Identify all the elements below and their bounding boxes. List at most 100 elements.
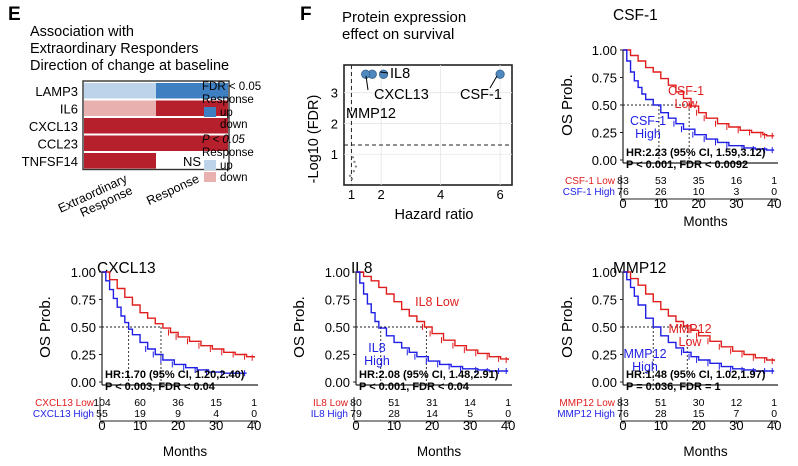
km-title: CSF-1 [613,7,658,24]
km-x-tick-label: 10 [654,418,668,433]
km-x-tick-label: 30 [729,196,743,211]
km-y-tick-label: 0.50 [325,320,350,335]
km-curve-high [356,271,509,372]
km-group-label: High [635,127,661,141]
km-group-label: High [364,354,390,368]
km-risk-count: 5 [467,408,473,420]
km-risk-row-label: CXCL13 High [33,409,94,420]
legend-up-label: up [220,107,233,119]
km-x-label: Months [163,444,208,459]
km-stat-hr: HR:1.70 (95% CI, 1.20,2.40) [105,369,245,381]
volcano-point [350,177,354,181]
km-title: CXCL13 [97,260,156,277]
heatmap-cell [156,83,228,99]
km-y-label: OS Prob. [559,74,576,136]
km-risk-count: 0 [771,186,777,198]
legend-swatch-down-fdr [204,119,216,129]
km-x-tick-label: 40 [501,418,515,433]
volcano-frame [343,64,513,186]
km-group-label: High [632,360,658,374]
km-y-tick-label: 0.00 [71,375,96,390]
km-title: MMP12 [613,260,666,277]
volcano-y-tick-label: 2 [331,116,338,131]
volcano-title-line: Protein expression [342,9,466,26]
km-y-tick-label: 0.00 [592,375,617,390]
km-y-tick-label: 0.25 [592,126,617,141]
heatmap-title-line: Extraordinary Responders [30,41,198,57]
km-x-label: Months [683,214,728,229]
volcano-point [353,160,356,164]
km-risk-count: 51 [655,397,667,409]
km-risk-count: 15 [210,397,222,409]
km-y-tick-label: 0.50 [592,320,617,335]
km-curve-high [623,271,775,372]
heatmap-column-label: Response [144,172,201,208]
km-risk-count: 14 [464,397,476,409]
heatmap-row-label: IL6 [60,101,78,116]
volcano-x-tick-label: 6 [496,187,503,202]
heatmap-row-label: TNFSF14 [22,154,78,169]
km-y-tick-label: 0.00 [325,375,350,390]
km-stat-hr: HR:2.23 (95% CI, 1.59,3.12) [626,147,766,159]
heatmap-cell [84,118,156,134]
km-risk-count: 1 [771,397,777,409]
km-risk-count: 55 [96,408,108,420]
km-risk-count: 76 [617,408,629,420]
heatmap-title-line: Direction of change at baseline [30,58,229,74]
km-x-tick-label: 20 [171,418,185,433]
km-risk-count: 80 [350,397,362,409]
km-risk-count: 31 [426,397,438,409]
legend-fdr-title: FDR < 0.05 [202,81,261,93]
volcano-y-tick-label: 3 [331,86,338,101]
km-x-tick-label: 10 [133,418,147,433]
km-risk-count: 83 [617,175,629,187]
km-risk-row-label: CSF-1 High [563,187,615,198]
km-y-tick-label: 0.75 [71,293,96,308]
legend-p-title: P < 0.05 [202,134,245,146]
km-group-label: IL8 Low [415,295,460,309]
km-x-tick-label: 30 [463,418,477,433]
km-risk-count: 36 [172,397,184,409]
km-risk-row-label: MMP12 High [557,409,615,420]
volcano-x-label: Hazard ratio [395,207,474,223]
volcano-point-label: IL8 [390,66,410,82]
km-plot-cxcl13: CXCL13 0.00 0.25 0.50 0.75 1.00 OS Prob. HR:1.7… [33,260,262,459]
km-y-tick-label: 1.00 [592,43,617,58]
km-y-tick-label: 0.25 [71,348,96,363]
km-y-tick-label: 0.25 [325,348,350,363]
km-group-label: Low [675,97,699,111]
km-group-label: MMP12 [623,347,666,361]
km-risk-count: 51 [388,397,400,409]
volcano-highlight-point [495,69,505,79]
km-group-label: CSF-1 [630,114,666,128]
heatmap-cell [84,153,156,169]
km-risk-count: 0 [251,408,257,420]
km-group-label: CSF-1 [668,84,704,98]
km-x-tick-label: 0 [98,418,105,433]
km-risk-count: 14 [426,408,438,420]
volcano-title-line: effect on survival [342,26,454,43]
legend-down-label: down [220,172,248,184]
km-risk-row-label: CSF-1 Low [565,176,616,187]
km-stat-p: P < 0.001, FDR < 0.0092 [626,159,748,171]
legend-swatch-up-p [204,160,216,170]
km-risk-row-label: IL8 Low [313,398,349,409]
km-risk-count: 7 [733,408,739,420]
km-x-tick-label: 10 [654,196,668,211]
volcano-point [351,156,355,159]
km-y-tick-label: 0.00 [592,153,617,168]
km-x-tick-label: 20 [425,418,439,433]
km-y-tick-label: 0.75 [592,293,617,308]
km-risk-count: 35 [693,175,705,187]
km-stat-p: P < 0.001, FDR < 0.04 [359,381,470,393]
volcano-highlight-point [361,69,371,79]
volcano-x-tick-label: 2 [378,187,385,202]
km-y-label: OS Prob. [559,296,576,358]
heatmap-row-label: LAMP3 [35,84,78,99]
km-x-tick-label: 10 [387,418,401,433]
km-risk-count: 104 [93,397,111,409]
km-risk-count: 60 [134,397,146,409]
